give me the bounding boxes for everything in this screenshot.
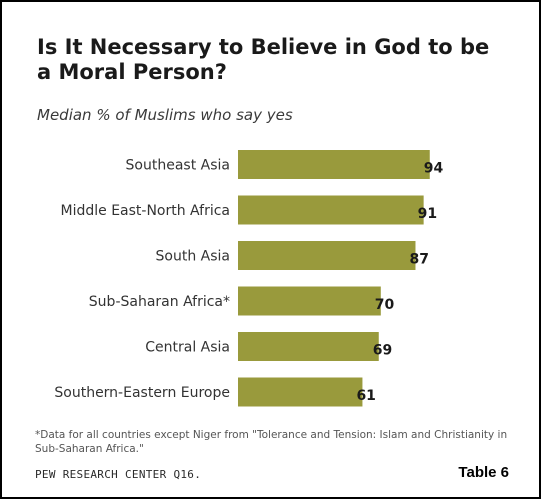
chart-title: Is It Necessary to Believe in God to be … [37, 35, 490, 84]
bar [238, 241, 416, 270]
category-label: Middle East-North Africa [61, 203, 231, 219]
table-label: Table 6 [458, 464, 509, 481]
chart-subtitle: Median % of Muslims who say yes [37, 106, 293, 124]
bar [238, 377, 363, 407]
value-label: 61 [356, 388, 375, 404]
bar [238, 286, 381, 316]
value-label: 91 [418, 206, 437, 222]
value-label: 94 [424, 161, 444, 177]
value-label: 69 [373, 343, 392, 359]
category-label: Sub-Saharan Africa* [89, 294, 230, 310]
category-label: Southern-Eastern Europe [54, 385, 230, 401]
category-label: Southeast Asia [126, 158, 230, 174]
value-label: 70 [375, 297, 395, 313]
source-note: PEW RESEARCH CENTER Q16. [35, 468, 202, 481]
value-label: 87 [409, 252, 428, 268]
bar [238, 195, 424, 225]
category-label: Central Asia [145, 340, 230, 356]
category-label: South Asia [156, 249, 230, 265]
bar [238, 332, 379, 361]
bar-chart: Southeast Asia 94 Middle East-North Africa… [54, 150, 444, 407]
footnote: *Data for all countries except Niger fro… [35, 429, 508, 455]
bar [238, 150, 430, 179]
